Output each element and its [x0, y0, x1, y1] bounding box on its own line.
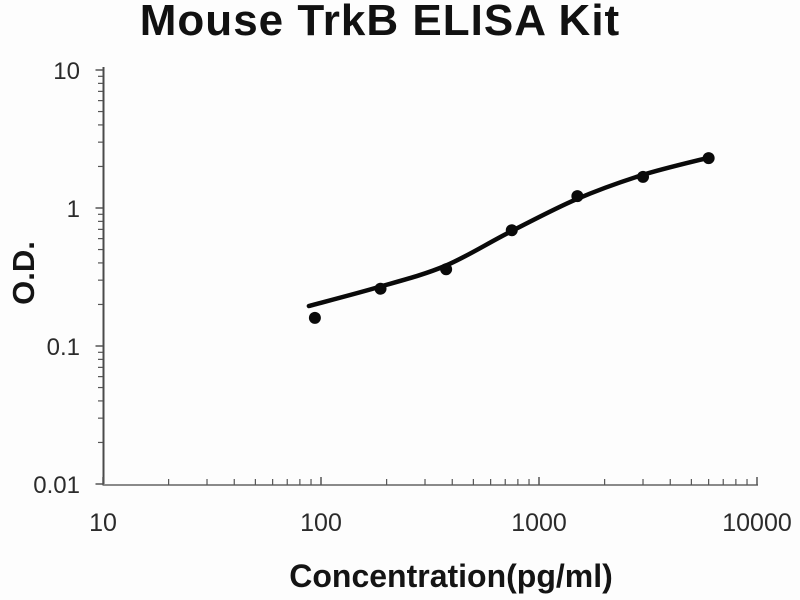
chart-title: Mouse TrkB ELISA Kit: [139, 0, 621, 45]
y-tick-label: 10: [53, 58, 80, 85]
data-point: [308, 311, 321, 324]
y-tick-label: 0.01: [33, 472, 80, 499]
data-point: [505, 224, 518, 237]
x-tick-label: 10: [89, 509, 117, 537]
x-axis-title: Concentration(pg/ml): [289, 558, 613, 594]
x-tick-label: 10000: [722, 509, 792, 537]
data-point: [702, 152, 715, 165]
y-tick-label: 1: [67, 196, 80, 223]
x-tick-label: 1000: [511, 509, 567, 537]
x-tick-label: 100: [300, 509, 342, 537]
y-tick-label: 0.1: [47, 334, 80, 361]
data-point: [374, 282, 387, 295]
data-point: [637, 170, 650, 183]
data-point: [440, 263, 453, 276]
data-point: [571, 190, 584, 203]
